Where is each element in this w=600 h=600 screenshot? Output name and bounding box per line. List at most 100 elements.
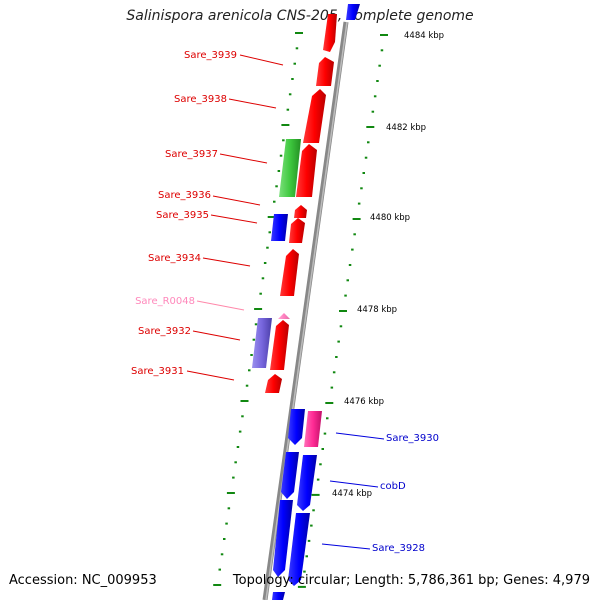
pseudo-sare-3930[interactable] [304,411,322,447]
leader-sare-3934 [202,257,251,267]
genome-backbone-highlight [265,21,348,600]
scale-label-4476: 4476 kbp [344,397,384,407]
label-sare-3937[interactable]: Sare_3937 [165,149,218,160]
scale-label-4484: 4484 kbp [404,31,444,41]
gene-sare-3932-reverse[interactable] [252,318,272,368]
inner-track-tick [291,78,294,80]
inner-track-tick [238,430,242,433]
gene-bottom-blue[interactable] [272,592,285,600]
outer-track-tick [371,110,375,113]
outer-track-tick [335,356,338,358]
label-sare-3938[interactable]: Sare_3938 [174,94,227,105]
outer-track-tick [346,279,349,282]
scale-label-4482: 4482 kbp [386,123,426,133]
inner-track-tick [277,170,281,172]
outer-track-tick [297,585,306,588]
label-sare-r0048[interactable]: Sare_R0048 [135,296,195,307]
gene-sare-3935-small[interactable] [294,205,307,218]
rrna-sare-3937[interactable] [279,139,301,197]
label-sare-3935[interactable]: Sare_3935 [156,210,209,221]
outer-track-tick [364,156,368,159]
inner-track-tick [252,338,256,341]
inner-track-tick [282,139,285,142]
outer-track-tick [303,570,306,573]
outer-track-tick [344,294,347,297]
gene-sare-3932[interactable] [270,320,289,370]
inner-track-tick [213,584,222,586]
label-sare-3939[interactable]: Sare_3939 [184,50,237,61]
gene-sare-3935-reverse[interactable] [271,214,288,241]
gene-sare-3937-a[interactable] [303,89,326,143]
label-sare-3936[interactable]: Sare_3936 [158,190,211,201]
outer-track-tick [330,386,334,389]
tick-tracks [213,32,388,588]
inner-track-tick [295,47,299,50]
leader-sare-3936 [212,195,261,206]
gene-cobd-b[interactable] [297,455,317,511]
gene-sare-3928-a[interactable] [273,500,293,577]
outer-track-tick [339,310,347,312]
inner-track-tick [227,507,231,510]
label-sare-3928[interactable]: Sare_3928 [372,543,425,554]
leader-sare-3939 [239,54,284,66]
inner-track-tick [241,415,244,418]
outer-track-tick [321,448,324,450]
gene-sare-3931[interactable] [265,374,282,393]
gene-sare-3937-b[interactable] [296,144,317,197]
label-cobd[interactable]: cobD [380,481,406,492]
leader-sare-3938 [228,98,277,109]
outer-track-tick [323,432,327,435]
outer-track-tick [312,509,315,512]
gene-sare-3934[interactable] [280,249,299,296]
leader-sare-r0048 [196,300,245,311]
inner-track-tick [254,323,258,326]
leader-sare-3935 [210,214,258,224]
outer-track-tick [362,172,365,174]
inner-track-tick [250,354,253,356]
gene-sare-3928-b[interactable] [288,513,310,586]
leader-cobd [329,480,379,488]
gene-cobd-a[interactable] [281,452,299,499]
inner-track-tick [268,231,271,234]
outer-track-tick [316,478,320,481]
outer-track-tick [360,187,363,190]
leader-sare-3932 [192,330,241,341]
outer-track-tick [367,141,370,144]
gene-sare-3938[interactable] [316,57,334,86]
inner-track-tick [245,384,249,387]
accession-text: Accession: NC_009953 [9,573,157,588]
gene-sare-3930[interactable] [288,409,305,445]
outer-track-tick [307,539,311,542]
outer-track-tick [332,371,336,374]
label-sare-3934[interactable]: Sare_3934 [148,253,201,264]
label-sare-3932[interactable]: Sare_3932 [138,326,191,337]
leader-sare-3930 [335,432,385,440]
inner-track-tick [225,522,228,525]
outer-track-tick [319,463,322,466]
inner-track-tick [223,538,226,540]
leader-sare-3931 [186,370,235,381]
gene-top-blue[interactable] [346,4,360,20]
label-sare-3931[interactable]: Sare_3931 [131,366,184,377]
outer-track-tick [305,555,308,558]
outer-track-tick [380,34,388,36]
inner-track-tick [275,185,278,188]
inner-track-tick [293,62,296,65]
leader-sare-3928 [321,543,371,550]
outer-track-tick [311,493,320,496]
gene-sare-3939[interactable] [323,14,337,52]
outer-track-tick [353,233,356,236]
inner-track-tick [286,108,290,111]
trna-sare-r0048[interactable] [278,313,290,319]
inner-track-tick [236,446,240,448]
outer-track-tick [352,218,361,220]
inner-track-tick [273,200,276,203]
scale-label-4474: 4474 kbp [332,489,372,499]
scale-label-4478: 4478 kbp [357,305,397,315]
outer-track-tick [351,248,354,251]
outer-track-tick [373,95,377,98]
label-sare-3930[interactable]: Sare_3930 [386,433,439,444]
inner-track-tick [281,124,290,126]
gene-sare-3935[interactable] [289,218,305,243]
